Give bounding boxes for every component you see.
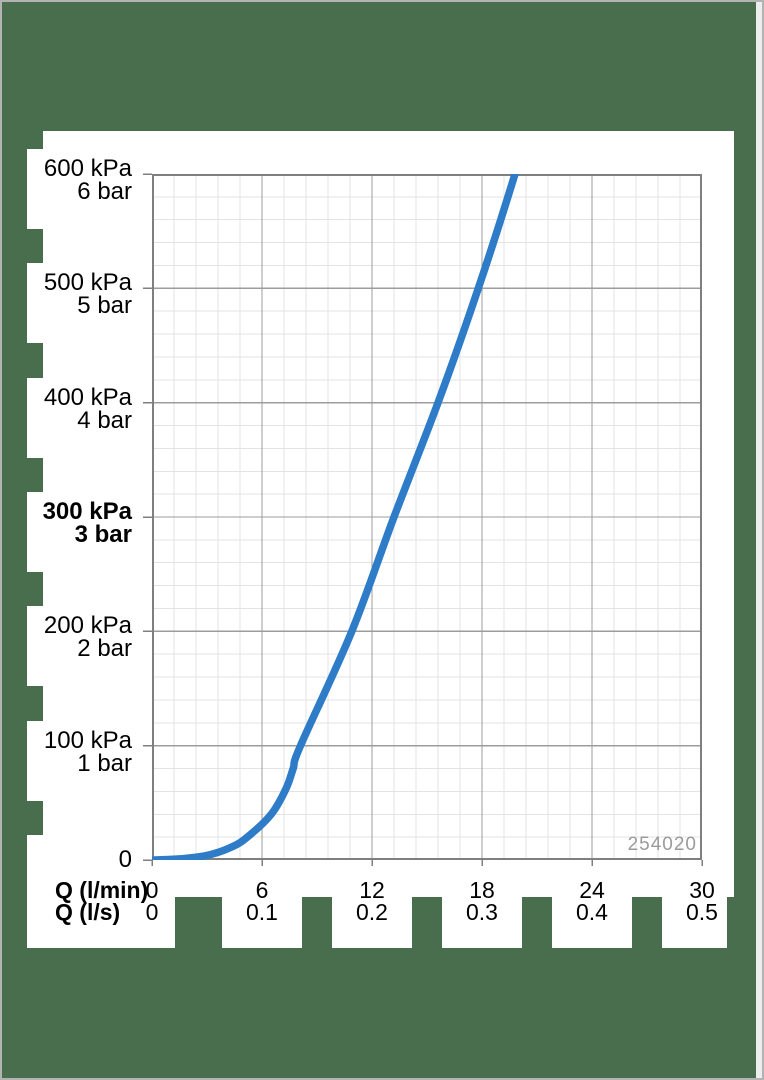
left-step-tab (27, 720, 43, 801)
pressure-flow-curve (152, 174, 519, 860)
y-axis-label-600: 600 kPa 6 bar (27, 155, 132, 205)
left-step-tab (27, 606, 43, 687)
x-tick-ls-0.2: 0.2 (356, 899, 388, 925)
grid-and-curve-svg (143, 173, 703, 866)
x-tick-lmin-0: 0 (145, 877, 159, 903)
y-axis-label-300: 300 kPa 3 bar (27, 498, 132, 548)
y-label-bar: 1 bar (77, 749, 132, 777)
y-label-kpa: 500 kPa (43, 269, 132, 297)
left-step-tab (27, 263, 43, 344)
y-label-kpa: 300 kPa (42, 498, 132, 525)
x-tick-ls-0.4: 0.4 (576, 899, 608, 925)
y-axis-label-0: 0 (27, 846, 132, 873)
x-tick-lmin-24: 24 (579, 877, 605, 903)
y-axis-label-200: 200 kPa 2 bar (27, 612, 132, 663)
y-label-bar: 3 bar (74, 521, 132, 548)
left-step-tab (27, 492, 43, 572)
y-axis-label-500: 500 kPa 5 bar (27, 269, 132, 320)
left-step-tab (27, 149, 43, 229)
y-label-kpa: 0 (118, 846, 132, 873)
x-tick-lmin-6: 6 (255, 877, 269, 903)
bottom-step-tab (332, 897, 412, 948)
y-label-bar: 6 bar (77, 178, 132, 205)
x-axis-title-ls: Q (l/s) (55, 899, 121, 925)
left-step-tab (27, 377, 43, 458)
bottom-step-tab (442, 897, 522, 948)
bottom-step-tab (552, 897, 632, 948)
x-axis-title-lmin: Q (l/min) (55, 877, 149, 903)
x-tick-lmin-30: 30 (689, 877, 715, 903)
x-tick-ls-0: 0 (145, 899, 159, 925)
y-label-bar: 2 bar (77, 635, 132, 663)
y-label-kpa: 600 kPa (43, 155, 132, 182)
y-axis-label-100: 100 kPa 1 bar (27, 726, 132, 777)
x-tick-ls-0.1: 0.1 (246, 899, 278, 925)
chart-sheet-background (43, 131, 734, 897)
window-edge-strip (756, 2, 762, 1078)
x-tick-ls-0.5: 0.5 (686, 899, 718, 925)
y-label-kpa: 400 kPa (43, 383, 132, 411)
bottom-left-step-tab (27, 897, 175, 948)
y-label-bar: 5 bar (77, 292, 132, 320)
plot-border (152, 174, 702, 860)
bottom-step-tab (662, 897, 727, 948)
y-label-kpa: 100 kPa (43, 726, 132, 754)
y-label-bar: 4 bar (77, 406, 132, 434)
y-axis-label-400: 400 kPa 4 bar (27, 383, 132, 434)
x-tick-lmin-12: 12 (359, 877, 385, 903)
plot-area: 254020 (143, 173, 703, 866)
bottom-step-tab (222, 897, 302, 948)
x-tick-lmin-18: 18 (469, 877, 495, 903)
product-number: 254020 (627, 834, 697, 855)
x-tick-ls-0.3: 0.3 (466, 899, 498, 925)
y-label-kpa: 200 kPa (43, 612, 132, 640)
